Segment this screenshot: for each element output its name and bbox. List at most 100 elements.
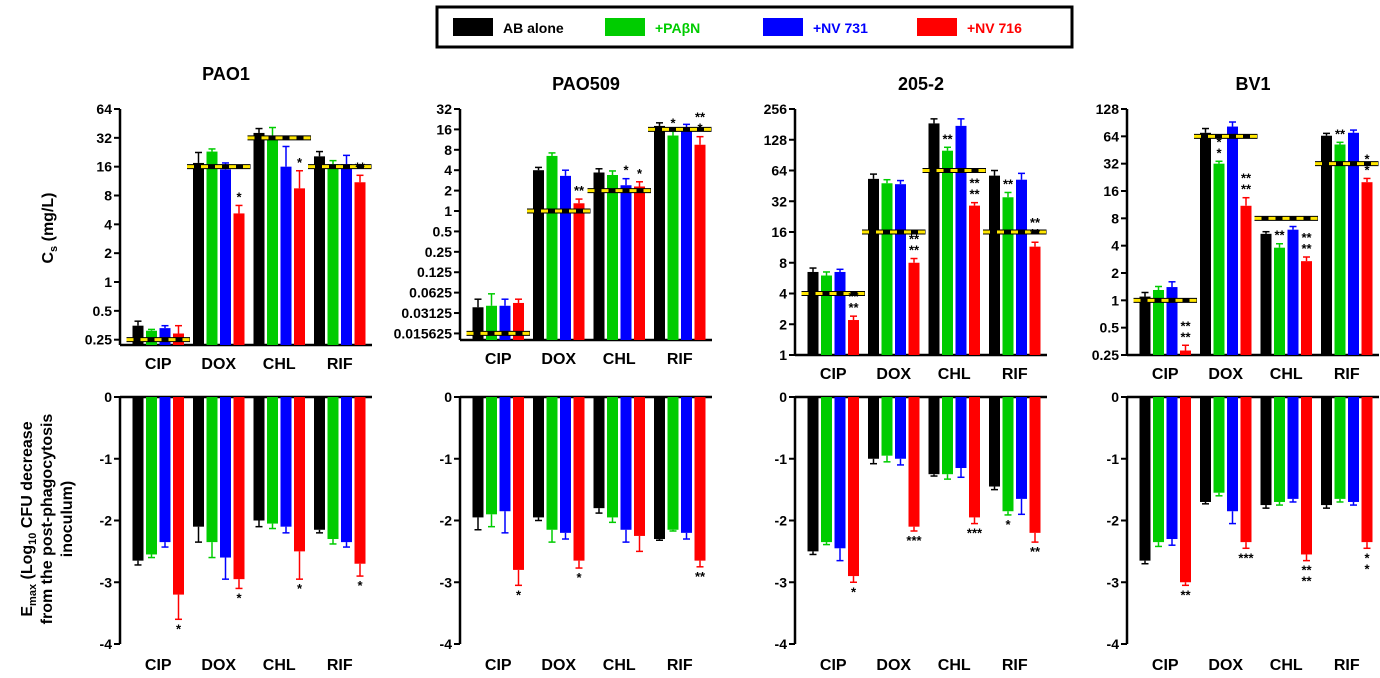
bar bbox=[694, 397, 706, 561]
bar bbox=[1029, 397, 1041, 533]
bar bbox=[294, 188, 305, 345]
significance-mark: * bbox=[357, 578, 363, 593]
bar bbox=[868, 178, 879, 355]
bar bbox=[327, 164, 339, 345]
significance-mark: * bbox=[576, 570, 582, 585]
category-label: RIF bbox=[667, 351, 693, 368]
bar bbox=[634, 397, 645, 536]
bar bbox=[928, 397, 940, 475]
bar bbox=[821, 275, 832, 355]
legend-label: +NV 731 bbox=[813, 20, 868, 36]
y-tick-label: 0.25 bbox=[1092, 347, 1119, 363]
bar bbox=[881, 397, 893, 456]
category-label: RIF bbox=[327, 356, 353, 373]
category-label: DOX bbox=[201, 356, 236, 373]
bar bbox=[1016, 179, 1027, 355]
bar bbox=[573, 397, 585, 561]
bar bbox=[1200, 397, 1211, 502]
bar bbox=[1139, 296, 1151, 355]
bar bbox=[546, 397, 558, 530]
bar bbox=[159, 397, 171, 543]
bar bbox=[341, 397, 352, 543]
bar bbox=[848, 397, 859, 577]
bar bbox=[173, 397, 184, 595]
significance-mark: *** bbox=[1238, 550, 1254, 565]
y-tick-label: -4 bbox=[1107, 636, 1120, 652]
significance-mark: ** bbox=[1301, 230, 1312, 245]
category-label: CIP bbox=[820, 366, 847, 383]
y-tick-label: 8 bbox=[1111, 210, 1119, 226]
bar bbox=[1361, 182, 1373, 355]
bar bbox=[327, 397, 339, 540]
significance-mark: ** bbox=[1180, 587, 1191, 602]
category-label: CHL bbox=[263, 356, 296, 373]
bar bbox=[607, 397, 618, 518]
bar bbox=[1301, 397, 1312, 555]
bar bbox=[881, 183, 893, 355]
bar bbox=[928, 123, 940, 355]
significance-mark: ** bbox=[909, 232, 920, 247]
bar bbox=[354, 397, 366, 564]
significance-mark: ** bbox=[1030, 544, 1041, 559]
bar bbox=[159, 328, 171, 345]
significance-mark: ** bbox=[1274, 228, 1285, 243]
bar bbox=[486, 305, 497, 340]
y-tick-label: 0.5 bbox=[433, 223, 453, 239]
bar bbox=[220, 397, 231, 558]
y-tick-label: 16 bbox=[96, 159, 112, 175]
bar bbox=[472, 397, 484, 518]
category-label: DOX bbox=[541, 351, 576, 368]
bar bbox=[1287, 229, 1299, 355]
significance-mark: ** bbox=[1180, 329, 1191, 344]
significance-mark: * bbox=[176, 621, 182, 636]
bar bbox=[620, 185, 632, 340]
category-label: RIF bbox=[1002, 366, 1028, 383]
y-tick-label: -3 bbox=[440, 574, 453, 590]
bar bbox=[193, 162, 204, 345]
bar bbox=[1002, 397, 1014, 512]
bar bbox=[634, 186, 645, 340]
y-tick-label: 128 bbox=[764, 132, 788, 148]
significance-mark: ** bbox=[1241, 182, 1252, 197]
y-tick-label: -2 bbox=[775, 513, 788, 529]
bar bbox=[895, 184, 906, 355]
bar bbox=[513, 397, 524, 570]
bar bbox=[1166, 397, 1178, 540]
significance-mark: ** bbox=[969, 187, 980, 202]
significance-mark: ** bbox=[1030, 215, 1041, 230]
y-axis-title-emax-line2: from the post-phagocytosis bbox=[39, 414, 56, 625]
y-tick-label: 16 bbox=[1103, 183, 1119, 199]
bar bbox=[1166, 287, 1178, 355]
bar bbox=[206, 397, 218, 543]
bar bbox=[1260, 233, 1272, 355]
bar bbox=[1301, 261, 1312, 355]
y-tick-label: -2 bbox=[100, 513, 113, 529]
y-tick-label: 64 bbox=[1103, 128, 1119, 144]
significance-mark: ** bbox=[1301, 574, 1312, 589]
bar bbox=[593, 397, 605, 509]
legend-label: AB alone bbox=[503, 20, 564, 36]
bar bbox=[233, 397, 245, 580]
bar bbox=[1029, 246, 1041, 355]
bar bbox=[908, 397, 920, 527]
y-tick-label: 2 bbox=[1111, 265, 1119, 281]
bar bbox=[253, 397, 265, 521]
category-label: CIP bbox=[485, 351, 512, 368]
significance-mark: ** bbox=[1301, 563, 1312, 578]
panel-title: PAO509 bbox=[552, 74, 620, 94]
y-tick-label: 2 bbox=[104, 245, 112, 261]
bar bbox=[955, 125, 967, 355]
y-tick-label: -1 bbox=[440, 451, 453, 467]
bar bbox=[1153, 397, 1164, 543]
bar bbox=[807, 397, 819, 552]
bar bbox=[533, 170, 544, 340]
bar bbox=[969, 397, 980, 518]
significance-mark: * bbox=[297, 581, 303, 596]
significance-mark: * bbox=[1005, 517, 1011, 532]
bar bbox=[1139, 397, 1151, 561]
y-tick-label: 32 bbox=[771, 193, 787, 209]
